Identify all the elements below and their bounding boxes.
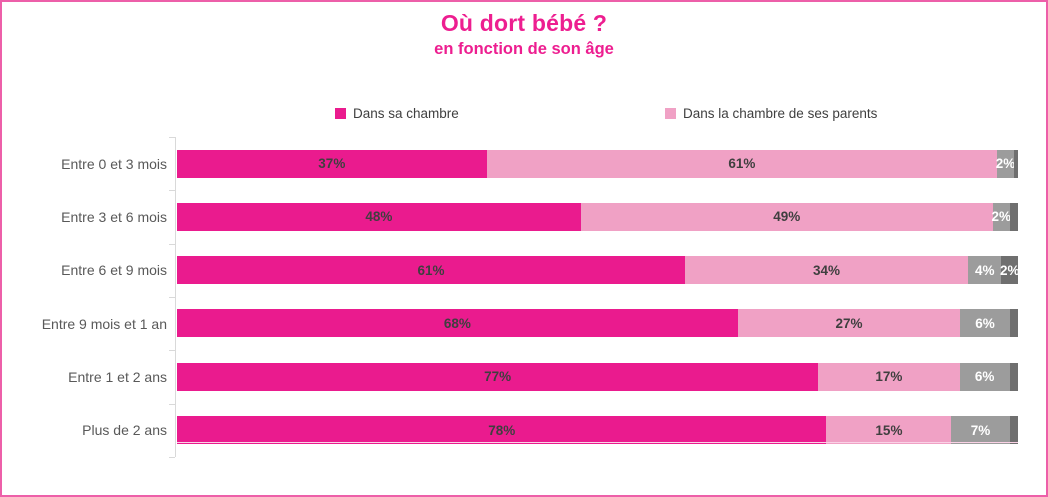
segment-value-label: 37% bbox=[318, 156, 346, 171]
bar-segment-series-2: 61% bbox=[486, 149, 998, 178]
bar-segment-series-1: 77% bbox=[177, 362, 819, 391]
bar-segment-series-1: 61% bbox=[177, 256, 685, 285]
segment-value-label: 2% bbox=[999, 262, 1020, 278]
bar-segment-series-1: 48% bbox=[177, 202, 581, 231]
bar-segment-series-3: 4% bbox=[968, 256, 1002, 285]
legend-item-1: Dans sa chambre bbox=[335, 103, 459, 123]
segment-value-label: 7% bbox=[970, 422, 991, 438]
category-label: Plus de 2 ans bbox=[82, 422, 167, 439]
axis-tick bbox=[169, 457, 175, 458]
stacked-bar: 68% 27% 6% bbox=[177, 309, 1019, 338]
segment-value-label: 4% bbox=[974, 262, 995, 278]
bar-segment-series-4 bbox=[1009, 202, 1018, 231]
bar-segment-series-3: 2% bbox=[995, 149, 1016, 178]
plot-bottom-border bbox=[177, 442, 1018, 443]
category-label: Entre 9 mois et 1 an bbox=[41, 315, 167, 332]
axis-tick bbox=[169, 297, 175, 298]
segment-value-label: 17% bbox=[875, 369, 903, 385]
legend-swatch-icon bbox=[335, 107, 346, 119]
chart-rows: Entre 0 et 3 mois 37% 61% 2% Entre 3 et 6 mo… bbox=[10, 137, 1020, 457]
category-label: Entre 0 et 3 mois bbox=[61, 155, 167, 172]
axis-tick bbox=[169, 350, 175, 352]
stacked-bar: 78% 15% 7% bbox=[177, 416, 1018, 445]
segment-value-label: 77% bbox=[484, 369, 512, 385]
chart-row: Plus de 2 ans 78% 15% 7% bbox=[10, 404, 1018, 457]
axis-tick bbox=[169, 137, 175, 138]
segment-value-label: 48% bbox=[365, 209, 393, 225]
segment-value-label: 2% bbox=[991, 209, 1011, 225]
category-label: Entre 6 et 9 mois bbox=[61, 262, 167, 279]
segment-value-label: 78% bbox=[488, 422, 516, 438]
chart-row: Entre 3 et 6 mois 48% 49% 2% bbox=[10, 190, 1018, 243]
segment-value-label: 68% bbox=[443, 315, 471, 331]
bar-segment-series-3: 6% bbox=[960, 309, 1010, 338]
bar-segment-series-2: 34% bbox=[684, 256, 969, 285]
chart-row: Entre 6 et 9 mois 61% 34% 4% 2% bbox=[10, 244, 1020, 297]
bar-segment-series-4 bbox=[1009, 309, 1019, 338]
legend-label: Dans sa chambre bbox=[353, 105, 459, 121]
bar-segment-series-4 bbox=[1009, 416, 1018, 445]
axis-tick bbox=[169, 190, 175, 192]
bar-segment-series-2: 17% bbox=[818, 362, 960, 391]
bar-segment-series-3: 6% bbox=[959, 362, 1010, 391]
chart-row: Entre 0 et 3 mois 37% 61% 2% bbox=[10, 137, 1018, 190]
bar-segment-series-4 bbox=[1009, 362, 1018, 391]
bar-segment-series-2: 15% bbox=[826, 416, 952, 445]
category-label: Entre 3 et 6 mois bbox=[61, 208, 167, 225]
chart-row: Entre 9 mois et 1 an 68% 27% 6% bbox=[10, 297, 1019, 350]
segment-value-label: 49% bbox=[773, 209, 801, 225]
stacked-bar: 48% 49% 2% bbox=[177, 202, 1018, 231]
segment-value-label: 61% bbox=[728, 156, 756, 171]
chart-subtitle: en fonction de son âge bbox=[434, 40, 614, 58]
bar-segment-series-3: 7% bbox=[951, 416, 1010, 445]
y-axis-line bbox=[175, 137, 176, 457]
axis-tick bbox=[169, 243, 175, 245]
legend: Dans sa chambre Dans la chambre de ses pa… bbox=[2, 103, 1046, 123]
segment-value-label: 27% bbox=[835, 315, 863, 331]
bar-segment-series-4 bbox=[1013, 149, 1018, 178]
chart-title: Où dort bébé ? bbox=[440, 10, 608, 36]
stacked-bar: 37% 61% 2% bbox=[177, 149, 1018, 178]
legend-label: Dans la chambre de ses parents bbox=[683, 105, 878, 121]
bar-segment-series-3: 2% bbox=[991, 202, 1011, 231]
segment-value-label: 6% bbox=[975, 315, 995, 331]
category-label: Entre 1 et 2 ans bbox=[68, 368, 167, 385]
chart-row: Entre 1 et 2 ans 77% 17% 6% bbox=[10, 350, 1018, 403]
segment-value-label: 34% bbox=[812, 262, 840, 278]
bar-segment-series-2: 49% bbox=[580, 202, 993, 231]
segment-value-label: 15% bbox=[875, 422, 903, 438]
axis-tick bbox=[169, 403, 175, 405]
bar-segment-series-4: 2% bbox=[999, 256, 1020, 285]
legend-swatch-icon bbox=[665, 107, 676, 119]
stacked-bar: 61% 34% 4% 2% bbox=[177, 256, 1020, 285]
bar-segment-series-1: 68% bbox=[177, 309, 738, 338]
legend-item-2: Dans la chambre de ses parents bbox=[665, 103, 877, 123]
stacked-bar: 77% 17% 6% bbox=[177, 362, 1018, 391]
segment-value-label: 61% bbox=[417, 262, 445, 278]
bar-segment-series-1: 37% bbox=[177, 149, 487, 178]
bar-segment-series-2: 27% bbox=[737, 309, 961, 338]
bar-segment-series-1: 78% bbox=[177, 416, 827, 445]
segment-value-label: 2% bbox=[995, 156, 1016, 171]
segment-value-label: 6% bbox=[974, 369, 995, 385]
